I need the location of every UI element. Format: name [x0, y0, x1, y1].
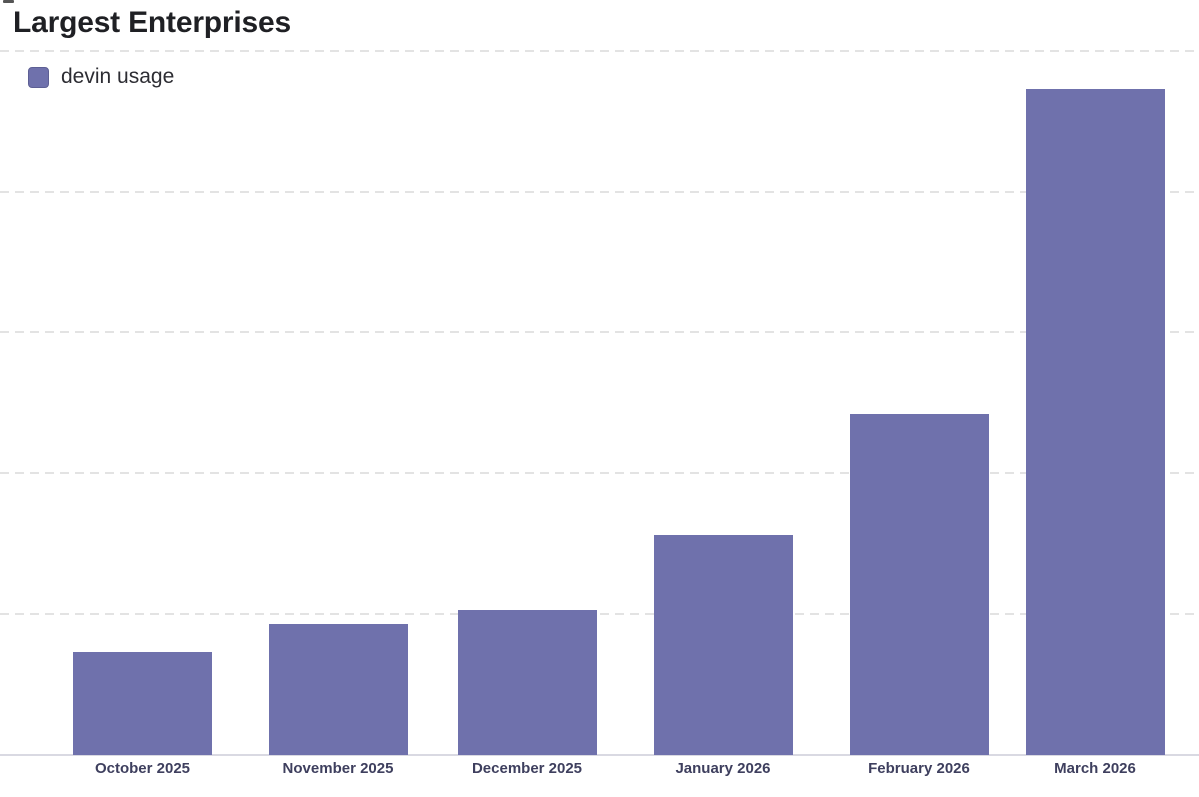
- bar-january-2026[interactable]: [653, 535, 793, 755]
- bar-november-2025[interactable]: [268, 624, 408, 755]
- x-axis-label-december-2025: December 2025: [471, 760, 583, 777]
- x-axis-label-february-2026: February 2026: [868, 760, 970, 777]
- legend-label: devin usage: [61, 65, 175, 88]
- x-axis-line: [0, 754, 1199, 756]
- x-axis-label-october-2025: October 2025: [94, 760, 191, 777]
- x-axis-label-march-2026: March 2026: [1054, 760, 1136, 777]
- x-axis-label-january-2026: January 2026: [675, 760, 771, 777]
- corner-artifact-mark: [3, 0, 14, 3]
- legend-item-devin-usage[interactable]: devin usage: [28, 65, 174, 89]
- gridline-100: [0, 613, 1199, 616]
- gridline-500: [0, 49, 1199, 52]
- chart-title: Largest Enterprises: [13, 6, 291, 39]
- legend-swatch-icon: [28, 66, 49, 88]
- bar-february-2026[interactable]: [849, 414, 989, 755]
- gridline-400: [0, 190, 1199, 193]
- bar-march-2026[interactable]: [1025, 88, 1165, 755]
- bar-october-2025[interactable]: [73, 652, 212, 755]
- x-axis-label-november-2025: November 2025: [282, 760, 394, 777]
- gridline-300: [0, 331, 1199, 334]
- gridline-200: [0, 472, 1199, 475]
- bar-december-2025[interactable]: [457, 609, 597, 755]
